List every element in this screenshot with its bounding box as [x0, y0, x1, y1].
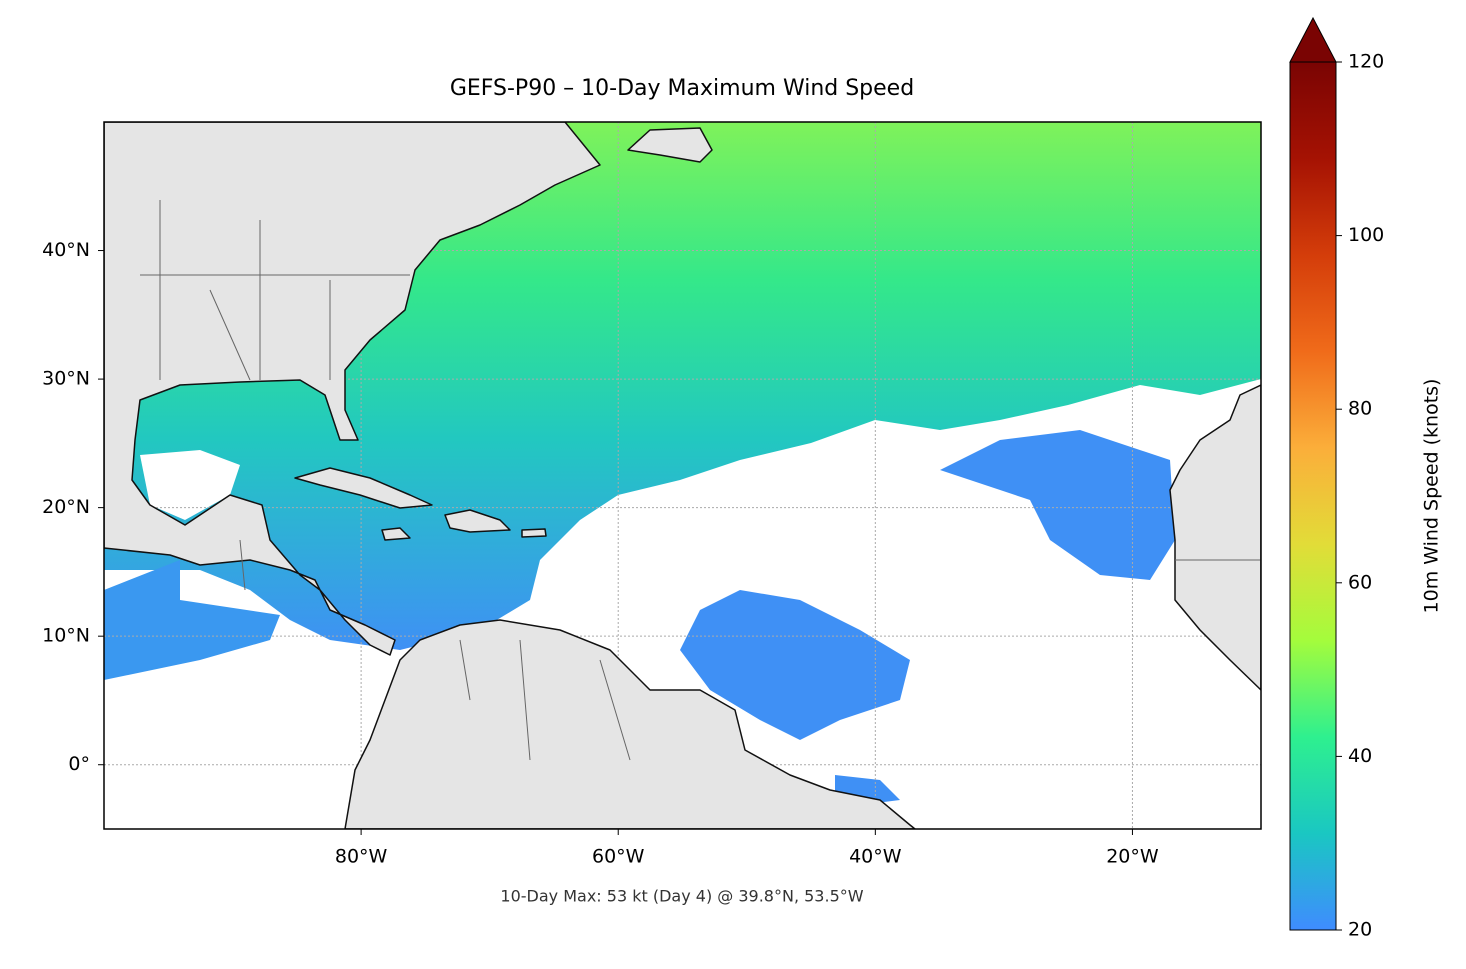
- south-america: [344, 619, 916, 829]
- cuba: [294, 467, 433, 509]
- colorbar-tick-label: 120: [1348, 51, 1384, 73]
- plot-frame: [103, 121, 1262, 830]
- colorbar-tick-label: 20: [1348, 919, 1372, 941]
- wind-field: [940, 430, 1175, 580]
- y-tick-label: 30°N: [42, 368, 90, 390]
- wind-field: [104, 560, 280, 680]
- jamaica: [381, 527, 411, 541]
- x-tick-label: 20°W: [1106, 846, 1159, 868]
- gap: [140, 450, 240, 520]
- x-tick-label: 80°W: [335, 846, 388, 868]
- x-tick-label: 40°W: [849, 846, 902, 868]
- north-america: [104, 122, 601, 656]
- y-tick-label: 0°: [68, 753, 90, 775]
- africa: [1169, 384, 1261, 691]
- wind-field: [680, 590, 910, 740]
- y-tick-label: 10°N: [42, 625, 90, 647]
- colorbar-frame: [1289, 62, 1337, 931]
- colorbar: [1290, 62, 1336, 930]
- colorbar-tick-label: 60: [1348, 571, 1372, 593]
- map: [104, 122, 1261, 829]
- colorbar-tick-label: 100: [1348, 224, 1384, 246]
- x-tick-label: 60°W: [592, 846, 645, 868]
- annotation: 10-Day Max: 53 kt (Day 4) @ 39.8°N, 53.5…: [500, 887, 863, 906]
- colorbar-extend: [1289, 16, 1337, 63]
- colorbar-tick-label: 40: [1348, 745, 1372, 767]
- y-tick-label: 20°N: [42, 496, 90, 518]
- borders: [140, 200, 1261, 761]
- map-title: GEFS-P90 – 10-Day Maximum Wind Speed: [450, 76, 914, 101]
- y-tick-label: 40°N: [42, 239, 90, 261]
- colorbar-label: 10m Wind Speed (knots): [1421, 379, 1443, 614]
- colorbar-tick-label: 80: [1348, 398, 1372, 420]
- newfoundland: [627, 127, 713, 163]
- hispaniola: [444, 509, 511, 533]
- puerto-rico: [521, 528, 547, 538]
